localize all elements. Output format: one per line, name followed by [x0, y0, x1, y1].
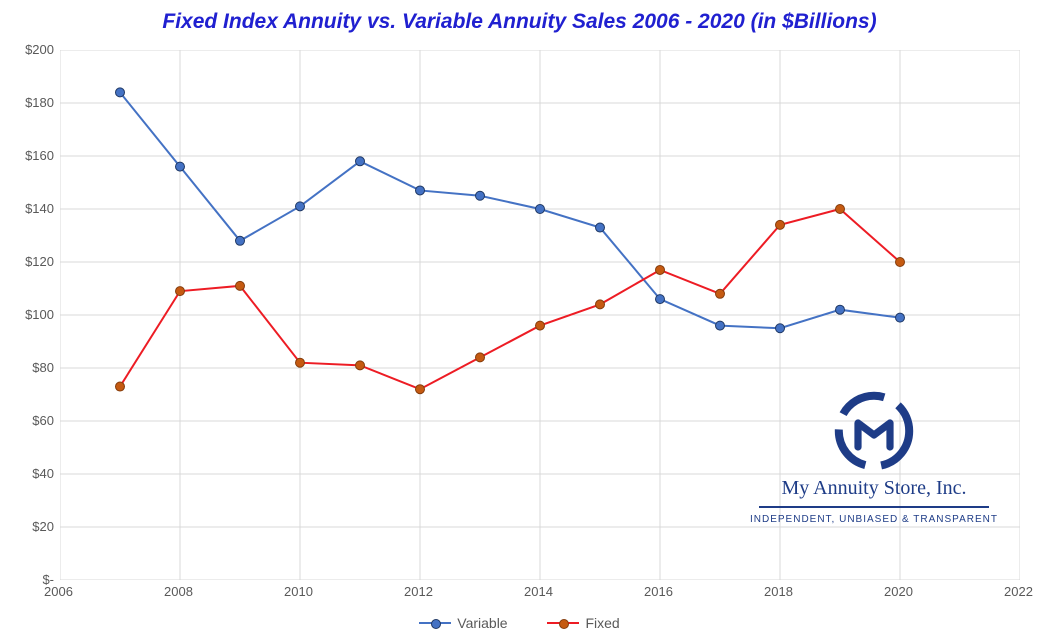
series-marker-fixed — [116, 382, 125, 391]
watermark-divider — [759, 506, 989, 508]
series-marker-variable — [356, 157, 365, 166]
series-marker-fixed — [236, 281, 245, 290]
legend-item-fixed: Fixed — [547, 615, 619, 631]
series-marker-fixed — [176, 287, 185, 296]
series-marker-variable — [416, 186, 425, 195]
series-marker-variable — [296, 202, 305, 211]
series-marker-variable — [116, 88, 125, 97]
series-marker-fixed — [356, 361, 365, 370]
series-marker-fixed — [776, 220, 785, 229]
x-tick-label: 2020 — [884, 584, 913, 599]
series-line-variable — [120, 92, 900, 328]
legend-swatch-variable — [419, 617, 451, 629]
series-marker-variable — [176, 162, 185, 171]
legend-swatch-fixed — [547, 617, 579, 629]
series-marker-fixed — [596, 300, 605, 309]
series-marker-fixed — [296, 358, 305, 367]
series-marker-fixed — [476, 353, 485, 362]
legend-label-fixed: Fixed — [585, 615, 619, 631]
series-marker-variable — [716, 321, 725, 330]
x-tick-label: 2008 — [164, 584, 193, 599]
chart-title: Fixed Index Annuity vs. Variable Annuity… — [0, 10, 1039, 34]
x-tick-label: 2018 — [764, 584, 793, 599]
series-marker-variable — [776, 324, 785, 333]
legend-item-variable: Variable — [419, 615, 507, 631]
legend: Variable Fixed — [0, 615, 1039, 632]
series-marker-fixed — [656, 265, 665, 274]
x-tick-label: 2012 — [404, 584, 433, 599]
y-tick-label: $40 — [32, 466, 54, 481]
y-tick-label: $200 — [25, 42, 54, 57]
legend-label-variable: Variable — [457, 615, 507, 631]
y-tick-label: $140 — [25, 201, 54, 216]
series-marker-fixed — [836, 205, 845, 214]
x-tick-label: 2022 — [1004, 584, 1033, 599]
x-tick-label: 2016 — [644, 584, 673, 599]
series-marker-variable — [896, 313, 905, 322]
watermark-tagline: INDEPENDENT, UNBIASED & TRANSPARENT — [749, 514, 999, 525]
x-tick-label: 2010 — [284, 584, 313, 599]
y-tick-label: $80 — [32, 360, 54, 375]
y-tick-label: $60 — [32, 413, 54, 428]
series-marker-variable — [536, 205, 545, 214]
series-marker-variable — [476, 191, 485, 200]
logo-icon — [834, 391, 914, 471]
y-tick-label: $100 — [25, 307, 54, 322]
series-marker-variable — [596, 223, 605, 232]
y-tick-label: $120 — [25, 254, 54, 269]
series-marker-variable — [236, 236, 245, 245]
series-marker-variable — [836, 305, 845, 314]
x-tick-label: 2014 — [524, 584, 553, 599]
series-marker-fixed — [896, 258, 905, 267]
series-marker-variable — [656, 295, 665, 304]
y-tick-label: $180 — [25, 95, 54, 110]
x-tick-label: 2006 — [44, 584, 73, 599]
chart-container: Fixed Index Annuity vs. Variable Annuity… — [0, 0, 1039, 640]
series-marker-fixed — [416, 385, 425, 394]
watermark: My Annuity Store, Inc. INDEPENDENT, UNBI… — [749, 391, 999, 525]
y-tick-label: $20 — [32, 519, 54, 534]
watermark-name: My Annuity Store, Inc. — [749, 477, 999, 500]
series-marker-fixed — [716, 289, 725, 298]
y-tick-label: $160 — [25, 148, 54, 163]
series-marker-fixed — [536, 321, 545, 330]
